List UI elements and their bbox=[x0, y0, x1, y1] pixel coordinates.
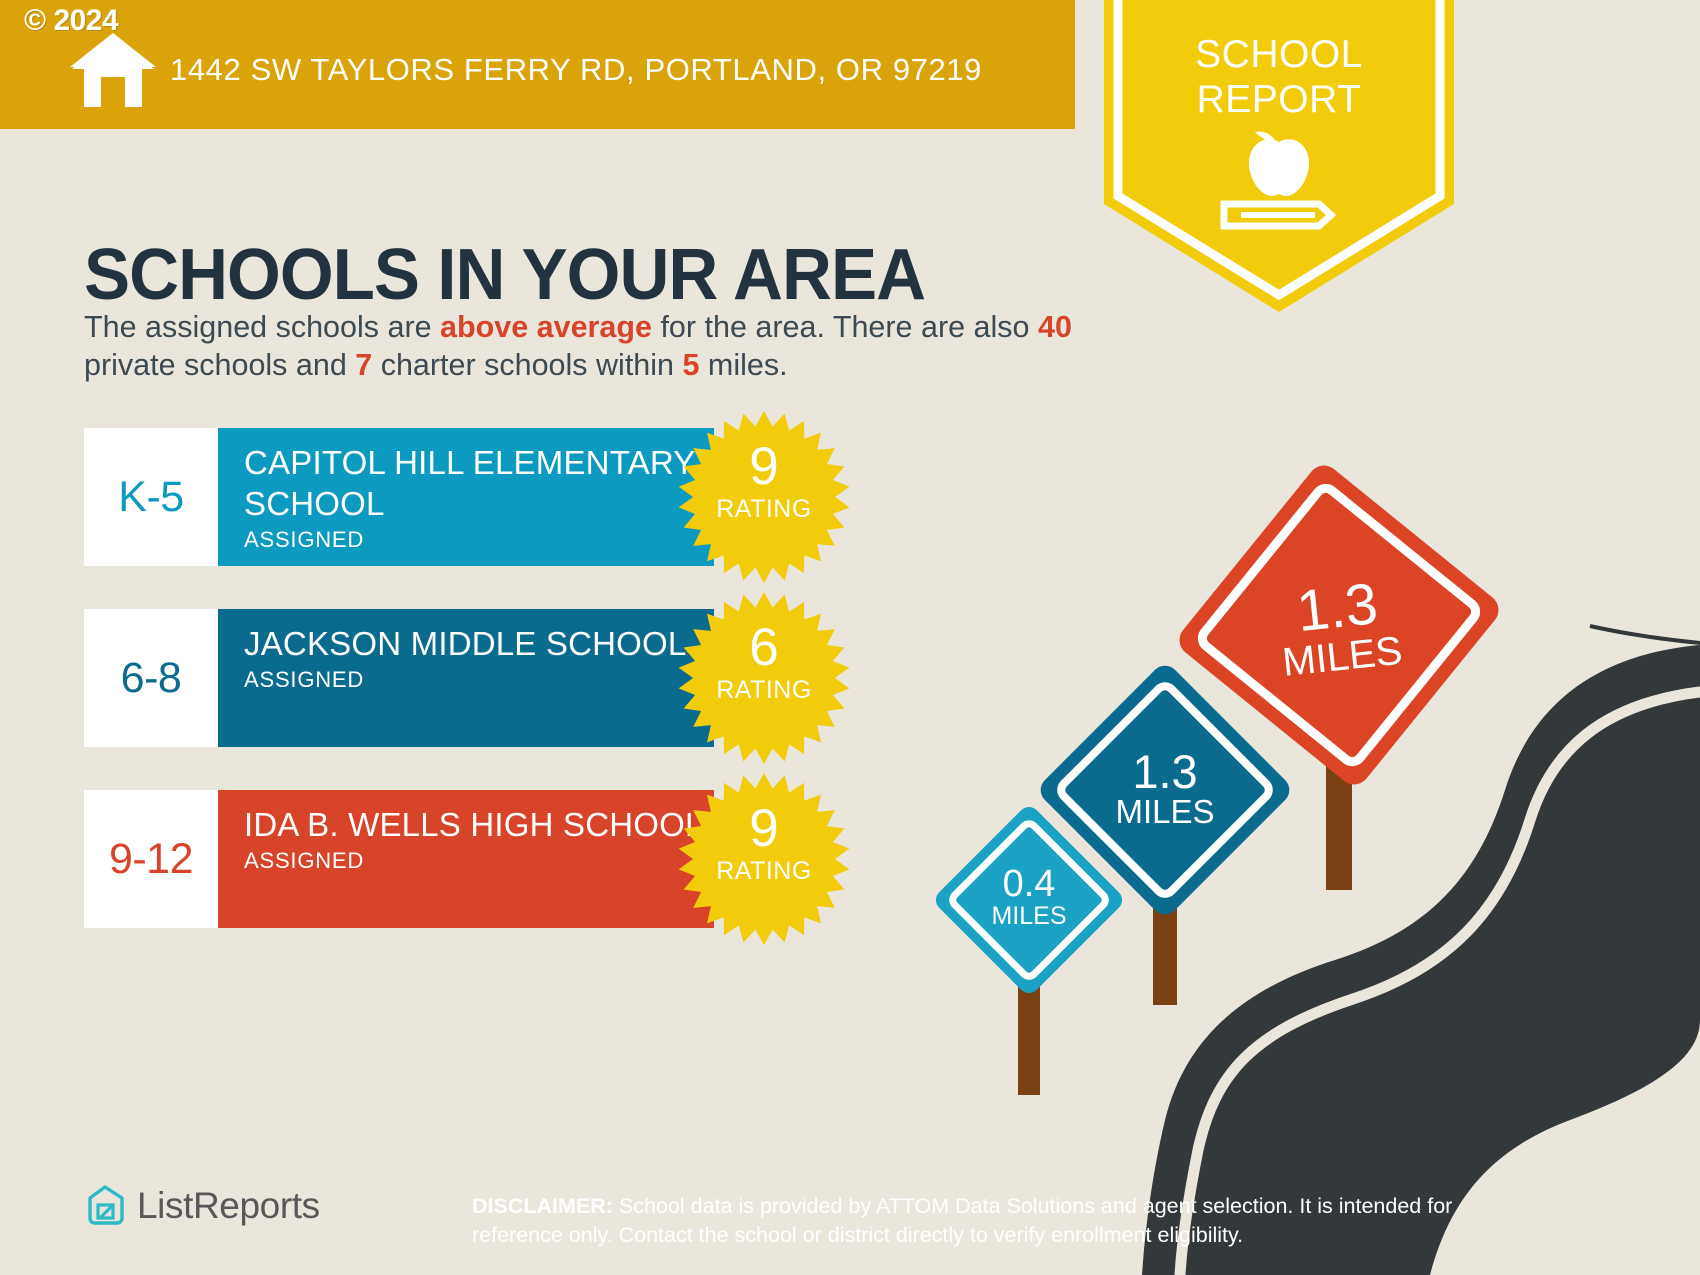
sign-inner-border bbox=[1057, 682, 1273, 898]
road-signs-illustration: 1.3 MILES 1.3 MILES bbox=[930, 460, 1700, 1275]
rating-caption: RATING bbox=[716, 676, 812, 704]
subtitle-highlight-radius: 5 bbox=[682, 347, 700, 382]
sign-distance-value: 1.3 bbox=[1294, 571, 1381, 644]
rating-starburst-badge: 9 RATING bbox=[678, 411, 850, 583]
subtitle-part-4: charter schools within bbox=[372, 347, 683, 382]
school-name-bar: CAPITOL HILL ELEMENTARY SCHOOL ASSIGNED bbox=[218, 428, 714, 566]
subtitle-highlight-private-count: 40 bbox=[1037, 309, 1072, 344]
school-name-label: CAPITOL HILL ELEMENTARY SCHOOL bbox=[244, 444, 695, 522]
school-name-bar: IDA B. WELLS HIGH SCHOOL ASSIGNED bbox=[218, 790, 714, 928]
school-name-label: JACKSON MIDDLE SCHOOL bbox=[244, 625, 687, 662]
rating-content: 9 RATING bbox=[678, 437, 850, 524]
starburst-shape bbox=[678, 592, 850, 764]
listreports-wordmark: ListReports bbox=[137, 1185, 320, 1226]
school-row[interactable]: K-5 CAPITOL HILL ELEMENTARY SCHOOL ASSIG… bbox=[84, 411, 850, 583]
rating-content: 6 RATING bbox=[678, 618, 850, 705]
rating-value: 9 bbox=[749, 799, 779, 858]
starburst-shape bbox=[678, 411, 850, 583]
listreports-logo[interactable]: ListReports bbox=[86, 1185, 320, 1227]
grade-range-label: 9-12 bbox=[108, 834, 194, 883]
distance-sign-elementary-school: 0.4 MILES bbox=[935, 806, 1123, 1095]
subtitle-part-1: The assigned schools are bbox=[84, 309, 441, 344]
listreports-house-icon bbox=[86, 1185, 126, 1227]
badge-text-block: SCHOOL REPORT bbox=[1104, 32, 1454, 122]
grade-range-label: 6-8 bbox=[120, 653, 182, 702]
badge-line-2: REPORT bbox=[1196, 78, 1362, 121]
header-bar bbox=[0, 0, 1075, 129]
distance-sign-middle-school: 1.3 MILES bbox=[1040, 665, 1290, 1005]
disclaimer-body: School data is provided by ATTOM Data So… bbox=[472, 1194, 1453, 1247]
sign-inner-border bbox=[1197, 483, 1481, 767]
grade-range-box: K-5 bbox=[84, 428, 218, 566]
sign-distance-unit: MILES bbox=[1115, 793, 1214, 830]
rating-value: 6 bbox=[749, 618, 779, 677]
disclaimer-label: DISCLAIMER: bbox=[472, 1194, 613, 1218]
subtitle-highlight-charter-count: 7 bbox=[355, 347, 373, 382]
sign-distance-unit: MILES bbox=[991, 902, 1066, 930]
grade-range-box: 6-8 bbox=[84, 609, 218, 747]
property-address: 1442 SW TAYLORS FERRY RD, PORTLAND, OR 9… bbox=[170, 52, 983, 87]
rating-content: 9 RATING bbox=[678, 799, 850, 886]
school-name-bar: JACKSON MIDDLE SCHOOL ASSIGNED bbox=[218, 609, 714, 747]
rating-caption: RATING bbox=[716, 495, 812, 523]
school-row[interactable]: 6-8 JACKSON MIDDLE SCHOOL ASSIGNED 6 RAT… bbox=[84, 592, 850, 764]
page-title: SCHOOLS IN YOUR AREA bbox=[84, 235, 926, 316]
page-subtitle: The assigned schools are above average f… bbox=[84, 308, 1084, 384]
sign-plate bbox=[1040, 665, 1290, 915]
school-report-badge: SCHOOL REPORT bbox=[1104, 0, 1454, 312]
subtitle-highlight-rating: above average bbox=[440, 309, 652, 344]
school-name-label: IDA B. WELLS HIGH SCHOOL bbox=[244, 806, 704, 843]
sign-plate bbox=[935, 806, 1123, 994]
road-shape bbox=[1142, 645, 1700, 1275]
school-list: K-5 CAPITOL HILL ELEMENTARY SCHOOL ASSIG… bbox=[84, 411, 850, 971]
rating-caption: RATING bbox=[716, 857, 812, 885]
subtitle-part-3: private schools and bbox=[84, 347, 356, 382]
copyright-label: © 2024 bbox=[24, 4, 119, 37]
distance-sign-high-school: 1.3 MILES bbox=[1179, 465, 1499, 890]
rating-starburst-badge: 9 RATING bbox=[678, 773, 850, 945]
rating-starburst-badge: 6 RATING bbox=[678, 592, 850, 764]
school-status-label: ASSIGNED bbox=[244, 848, 365, 873]
school-status-label: ASSIGNED bbox=[244, 667, 365, 692]
badge-line-1: SCHOOL bbox=[1195, 33, 1363, 76]
sign-inner-border bbox=[949, 820, 1109, 980]
rating-value: 9 bbox=[749, 437, 779, 496]
subtitle-part-2: for the area. There are also bbox=[651, 309, 1038, 344]
home-icon bbox=[70, 33, 156, 107]
sign-distance-value: 1.3 bbox=[1132, 745, 1197, 798]
road-far-tail bbox=[1589, 624, 1700, 645]
disclaimer-text: DISCLAIMER: School data is provided by A… bbox=[472, 1192, 1482, 1250]
road-center-line bbox=[1174, 686, 1700, 1275]
starburst-shape bbox=[678, 773, 850, 945]
subtitle-part-5: miles. bbox=[699, 347, 788, 382]
school-status-label: ASSIGNED bbox=[244, 527, 365, 552]
apple-on-book-icon bbox=[1220, 131, 1337, 230]
grade-range-label: K-5 bbox=[118, 472, 184, 521]
school-row[interactable]: 9-12 IDA B. WELLS HIGH SCHOOL ASSIGNED 9… bbox=[84, 773, 850, 945]
sign-plate bbox=[1179, 465, 1499, 785]
grade-range-box: 9-12 bbox=[84, 790, 218, 928]
sign-distance-value: 0.4 bbox=[1003, 863, 1056, 905]
